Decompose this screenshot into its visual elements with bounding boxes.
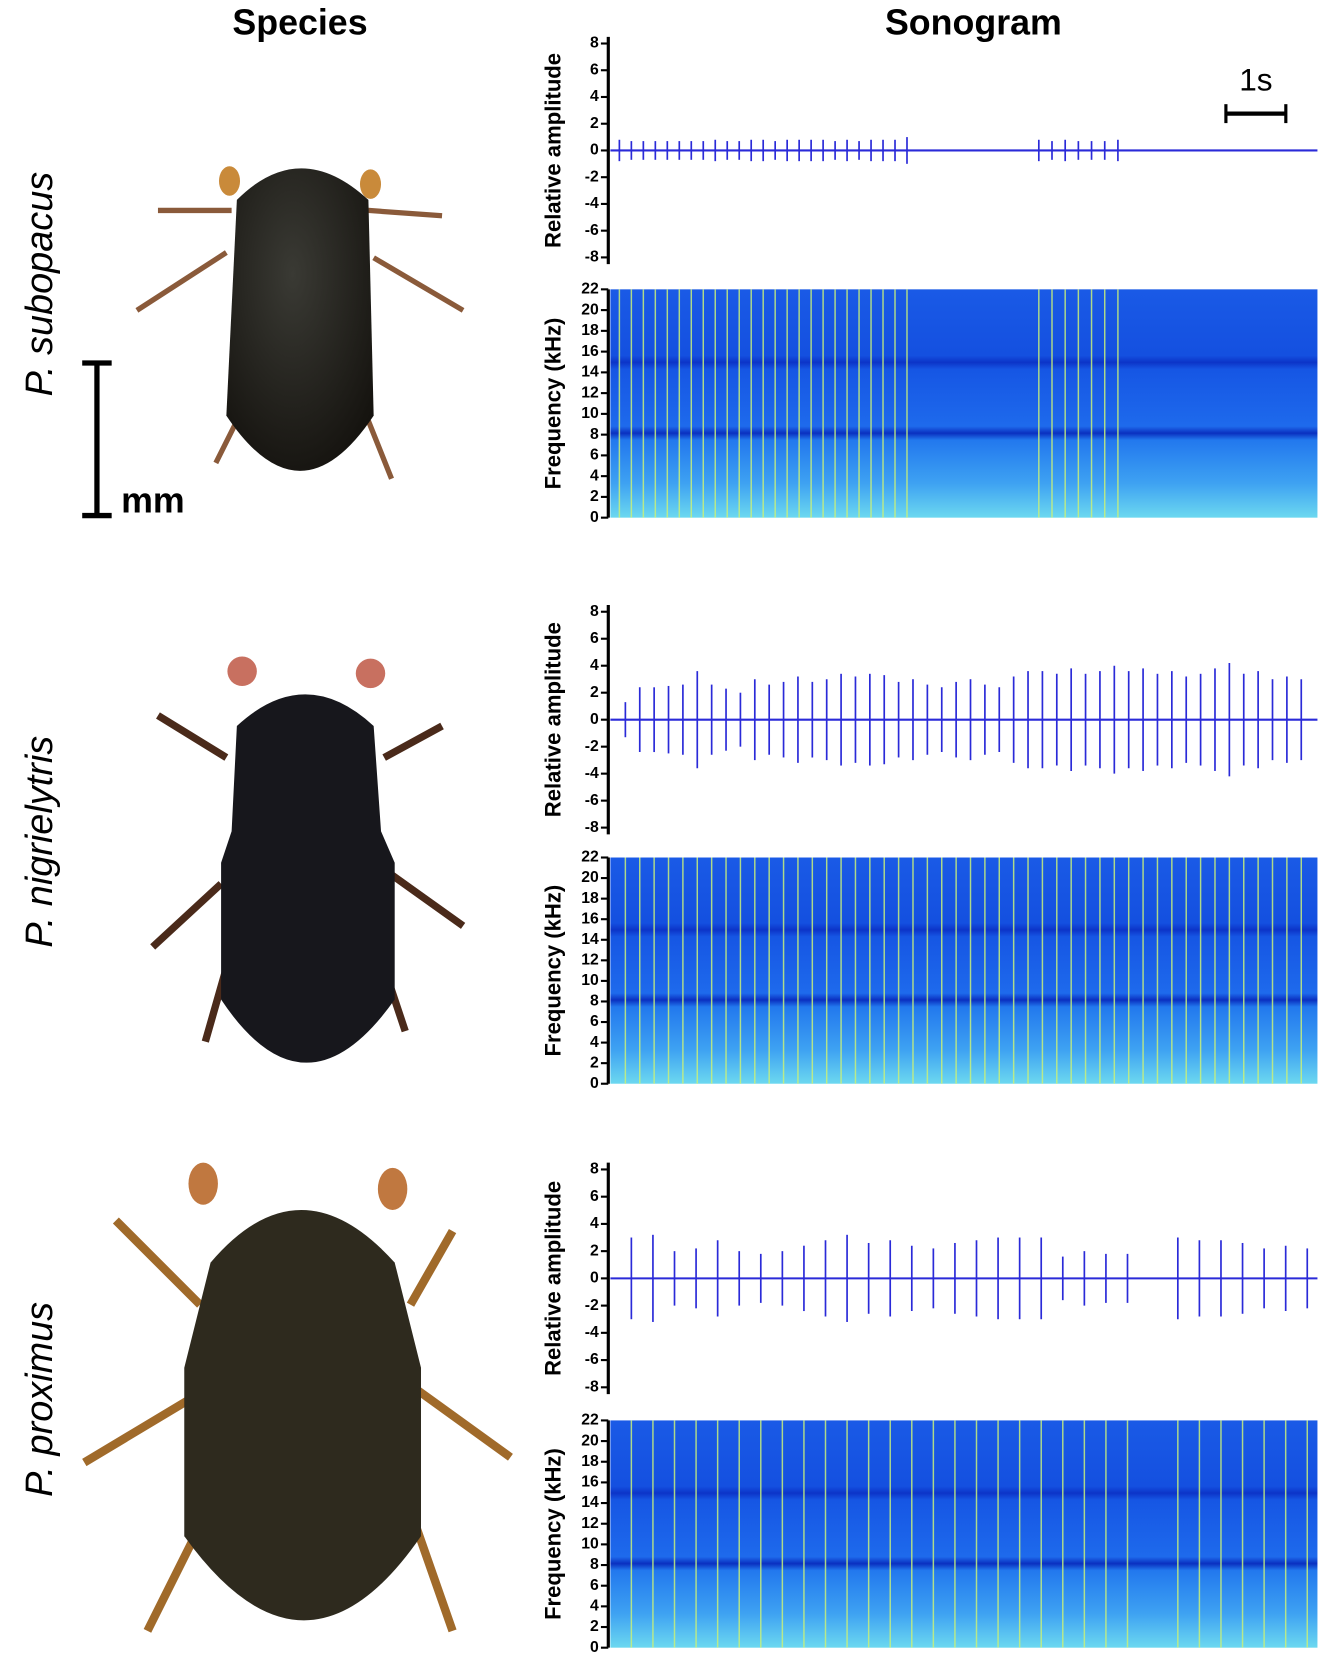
scale-bar-label: 1s (1239, 61, 1272, 97)
y-tick-label: 4 (590, 88, 599, 105)
y-tick-label: 6 (590, 447, 599, 464)
beetle-photo (153, 657, 463, 1063)
y-tick-label: 10 (581, 972, 599, 989)
column-header: Species (232, 3, 367, 43)
y-tick-label: 8 (590, 1161, 599, 1178)
y-tick-label: 4 (590, 467, 599, 484)
spectrogram-background (610, 858, 1317, 1084)
y-tick-label: -6 (585, 222, 599, 239)
y-tick-label: 6 (590, 1577, 599, 1594)
y-tick-label: 2 (590, 1618, 599, 1635)
y-tick-label: 18 (581, 890, 599, 907)
y-tick-label: 4 (590, 1215, 599, 1232)
y-tick-label: 12 (581, 384, 599, 401)
y-tick-label: 8 (590, 35, 599, 52)
y-tick-label: -6 (585, 792, 599, 809)
y-tick-label: 2 (590, 1242, 599, 1259)
y-axis-label: Frequency (kHz) (540, 885, 565, 1057)
figure: Species Sonogram P. subopacus P. nigriel… (0, 0, 1326, 1654)
y-tick-label: 2 (590, 684, 599, 701)
y-tick-label: 6 (590, 630, 599, 647)
y-tick-label: 8 (590, 993, 599, 1010)
scale-bar-mm (82, 363, 111, 516)
y-tick-label: -4 (585, 195, 599, 212)
y-tick-label: 4 (590, 1598, 599, 1615)
y-tick-label: -8 (585, 819, 599, 836)
beetle-photo (137, 166, 463, 478)
y-tick-label: 20 (581, 1432, 599, 1449)
species-name: P. subopacus (19, 172, 61, 397)
y-tick-label: 4 (590, 657, 599, 674)
column-header: Sonogram (885, 3, 1062, 43)
y-axis-label: Frequency (kHz) (540, 318, 565, 490)
y-tick-label: 12 (581, 952, 599, 969)
y-tick-label: 18 (581, 1453, 599, 1470)
spectrogram-background (610, 289, 1317, 517)
y-axis-label: Relative amplitude (540, 1181, 565, 1376)
y-tick-label: 0 (590, 1639, 599, 1654)
y-tick-label: 0 (590, 711, 599, 728)
y-tick-label: -2 (585, 738, 599, 755)
species-name: P. proximus (19, 1302, 61, 1497)
y-tick-label: 0 (590, 142, 599, 159)
y-tick-label: 2 (590, 115, 599, 132)
y-tick-label: 6 (590, 61, 599, 78)
y-tick-label: 20 (581, 869, 599, 886)
y-tick-label: 2 (590, 488, 599, 505)
y-tick-label: 16 (581, 910, 599, 927)
y-tick-label: -4 (585, 1324, 599, 1341)
y-tick-label: 6 (590, 1188, 599, 1205)
y-tick-label: 0 (590, 1075, 599, 1092)
species-name: P. nigrielytris (19, 736, 61, 948)
y-tick-label: 20 (581, 301, 599, 318)
y-tick-label: 16 (581, 343, 599, 360)
y-tick-label: -4 (585, 765, 599, 782)
y-tick-label: -8 (585, 249, 599, 266)
y-axis-label: Relative amplitude (540, 622, 565, 817)
y-axis-label: Relative amplitude (540, 53, 565, 248)
y-tick-label: 6 (590, 1013, 599, 1030)
beetle-photo (84, 1163, 510, 1631)
y-tick-label: -6 (585, 1351, 599, 1368)
y-tick-label: 10 (581, 1536, 599, 1553)
y-tick-label: 14 (581, 364, 599, 381)
y-tick-label: 18 (581, 322, 599, 339)
y-tick-label: 4 (590, 1034, 599, 1051)
y-tick-label: -2 (585, 168, 599, 185)
y-tick-label: 0 (590, 509, 599, 526)
y-tick-label: 8 (590, 1556, 599, 1573)
y-tick-label: 10 (581, 405, 599, 422)
y-tick-label: -8 (585, 1378, 599, 1395)
y-tick-label: -2 (585, 1297, 599, 1314)
y-tick-label: 14 (581, 931, 599, 948)
y-tick-label: 8 (590, 426, 599, 443)
y-tick-label: 22 (581, 281, 599, 298)
y-tick-label: 22 (581, 849, 599, 866)
y-tick-label: 8 (590, 603, 599, 620)
y-tick-label: 0 (590, 1270, 599, 1287)
spectrogram-background (610, 1420, 1317, 1647)
y-tick-label: 16 (581, 1474, 599, 1491)
y-tick-label: 22 (581, 1412, 599, 1429)
y-tick-label: 14 (581, 1494, 599, 1511)
y-axis-label: Frequency (kHz) (540, 1448, 565, 1620)
scale-label: mm (121, 480, 185, 520)
y-tick-label: 2 (590, 1054, 599, 1071)
y-tick-label: 12 (581, 1515, 599, 1532)
